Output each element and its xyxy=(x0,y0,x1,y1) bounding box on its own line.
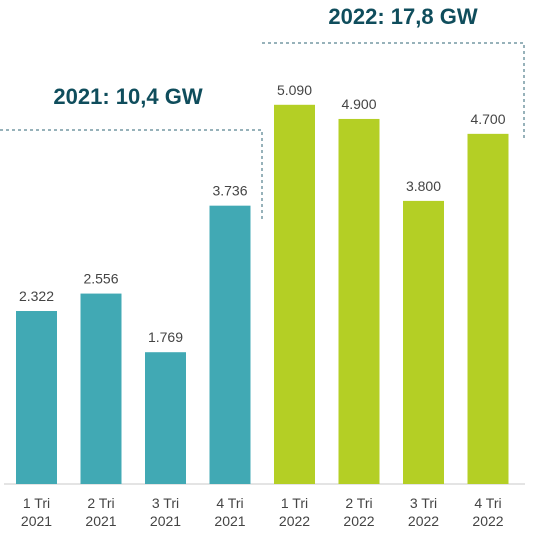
value-label-2: 2.556 xyxy=(83,271,118,287)
value-label-5: 5.090 xyxy=(277,82,312,98)
bar-4 xyxy=(209,205,251,484)
bracket-2022 xyxy=(262,42,525,140)
value-labels-group: 2.322 2.556 1.769 3.736 5.090 4.900 3.800 4.700 xyxy=(19,82,506,345)
bars-group xyxy=(16,104,509,485)
bar-1 xyxy=(16,311,57,484)
value-label-4: 3.736 xyxy=(212,183,247,199)
x-tick-label-1: 1 Tri 2021 xyxy=(21,495,52,529)
bar-8 xyxy=(467,133,509,484)
bar-2 xyxy=(80,293,122,484)
group-label-2021: 2021: 10,4 GW xyxy=(53,84,202,109)
bar-7 xyxy=(403,200,444,484)
value-label-8: 4.700 xyxy=(470,111,505,127)
value-label-3: 1.769 xyxy=(148,329,183,345)
group-label-2022: 2022: 17,8 GW xyxy=(328,4,477,29)
x-tick-label-4: 4 Tri 2021 xyxy=(214,495,245,529)
x-tick-labels-group: 1 Tri 2021 2 Tri 2021 3 Tri 2021 4 Tri 2021 1 Tr… xyxy=(21,495,504,529)
value-label-7: 3.800 xyxy=(406,178,441,194)
bar-6 xyxy=(338,118,380,484)
x-tick-label-5: 1 Tri 2022 xyxy=(279,495,310,529)
value-label-6: 4.900 xyxy=(341,96,376,112)
x-tick-label-7: 3 Tri 2022 xyxy=(408,495,439,529)
x-tick-label-6: 2 Tri 2022 xyxy=(343,495,374,529)
x-tick-label-8: 4 Tri 2022 xyxy=(472,495,503,529)
bar-5 xyxy=(274,104,315,485)
value-label-1: 2.322 xyxy=(19,288,54,304)
x-tick-label-2: 2 Tri 2021 xyxy=(85,495,116,529)
bar-3 xyxy=(145,352,186,484)
x-tick-label-3: 3 Tri 2021 xyxy=(150,495,181,529)
